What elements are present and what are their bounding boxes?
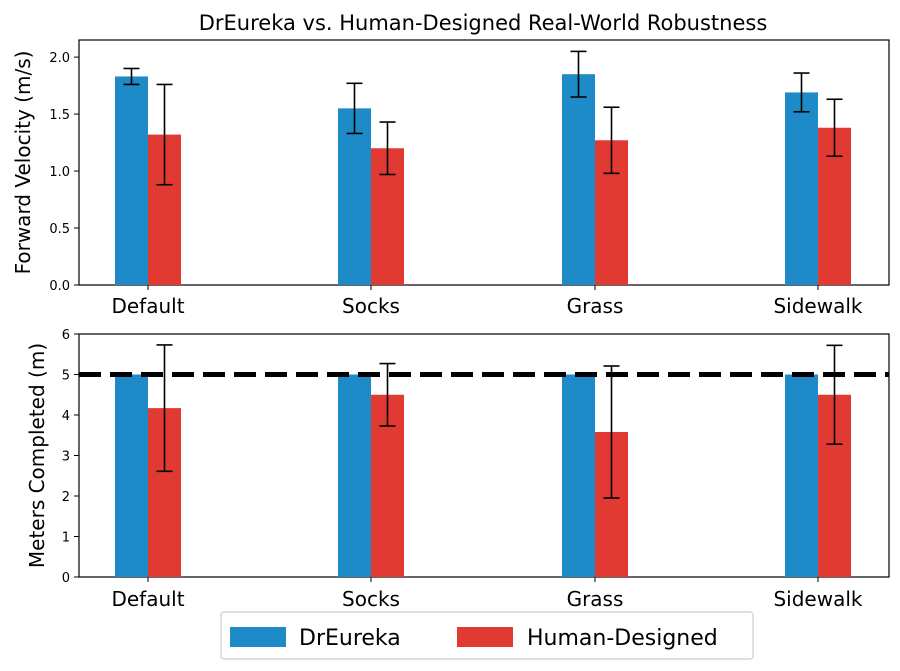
legend-swatch-human-designed: [457, 627, 513, 647]
y-tick-label: 4: [62, 409, 70, 424]
legend: DrEureka Human-Designed: [220, 611, 754, 660]
velocity-panel: 0.0 0.5 1.0 1.5 2.0 Forward Velocity (m/s) Def…: [11, 39, 890, 318]
y-tick-label: 5: [62, 369, 70, 384]
y-tick-label: 2: [62, 490, 70, 505]
bar-dreureka-grass: [562, 374, 595, 577]
bar-dreureka-socks: [338, 374, 371, 577]
bar-dreureka-sidewalk: [785, 374, 818, 577]
error-bar-human-designed-sidewalk: [826, 98, 843, 158]
bar-dreureka-default: [115, 374, 148, 577]
error-bar-dreureka-default: [123, 67, 140, 86]
x-tick-label-grass: Grass: [567, 587, 624, 611]
y-tick-label: 1.0: [49, 165, 70, 180]
y-tick-label: 0.5: [49, 222, 70, 237]
bar-dreureka-socks: [338, 108, 371, 285]
bar-dreureka-sidewalk: [785, 92, 818, 285]
legend-swatch-drEureka: [230, 627, 286, 647]
error-bar-human-designed-default: [156, 83, 173, 186]
y-tick-label: 1: [62, 531, 70, 546]
y-tick-label: 1.5: [49, 108, 70, 123]
y-tick-label: 0.0: [49, 279, 70, 294]
x-tick-label-grass: Grass: [567, 294, 624, 318]
bar-dreureka-grass: [562, 74, 595, 286]
legend-label-drEureka: DrEureka: [299, 626, 401, 651]
error-bar-human-designed-socks: [379, 362, 396, 427]
y-axis-label: Forward Velocity (m/s): [11, 51, 35, 275]
y-axis-label: Meters Completed (m): [25, 343, 49, 568]
x-tick-label-default: Default: [111, 587, 184, 611]
y-tick-label: 0: [62, 571, 70, 586]
x-tick-label-socks: Socks: [342, 294, 400, 318]
y-tick-label: 2.0: [49, 51, 70, 66]
error-bar-human-designed-grass: [603, 106, 620, 175]
x-tick-label-sidewalk: Sidewalk: [773, 294, 862, 318]
x-tick-label-default: Default: [111, 294, 184, 318]
chart-title: DrEureka vs. Human-Designed Real-World R…: [199, 11, 768, 35]
axes-frame: [78, 333, 890, 578]
legend-label-human-designed: Human-Designed: [527, 626, 718, 651]
y-tick-label: 3: [62, 450, 70, 465]
y-tick-label: 6: [62, 328, 70, 343]
error-bar-dreureka-grass: [570, 50, 587, 98]
error-bar-dreureka-socks: [346, 82, 363, 135]
meters-panel: 0 1 2 3 4 5 6 Meters Completed (m) Default Socks G…: [25, 328, 890, 611]
x-tick-label-socks: Socks: [342, 587, 400, 611]
error-bar-human-designed-default: [156, 344, 173, 473]
error-bar-human-designed-sidewalk: [826, 344, 843, 445]
error-bar-dreureka-sidewalk: [793, 72, 810, 113]
error-bar-human-designed-grass: [603, 365, 620, 499]
error-bar-human-designed-socks: [379, 121, 396, 176]
bar-dreureka-default: [115, 76, 148, 285]
axes-frame: [78, 39, 890, 286]
x-tick-label-sidewalk: Sidewalk: [773, 587, 862, 611]
